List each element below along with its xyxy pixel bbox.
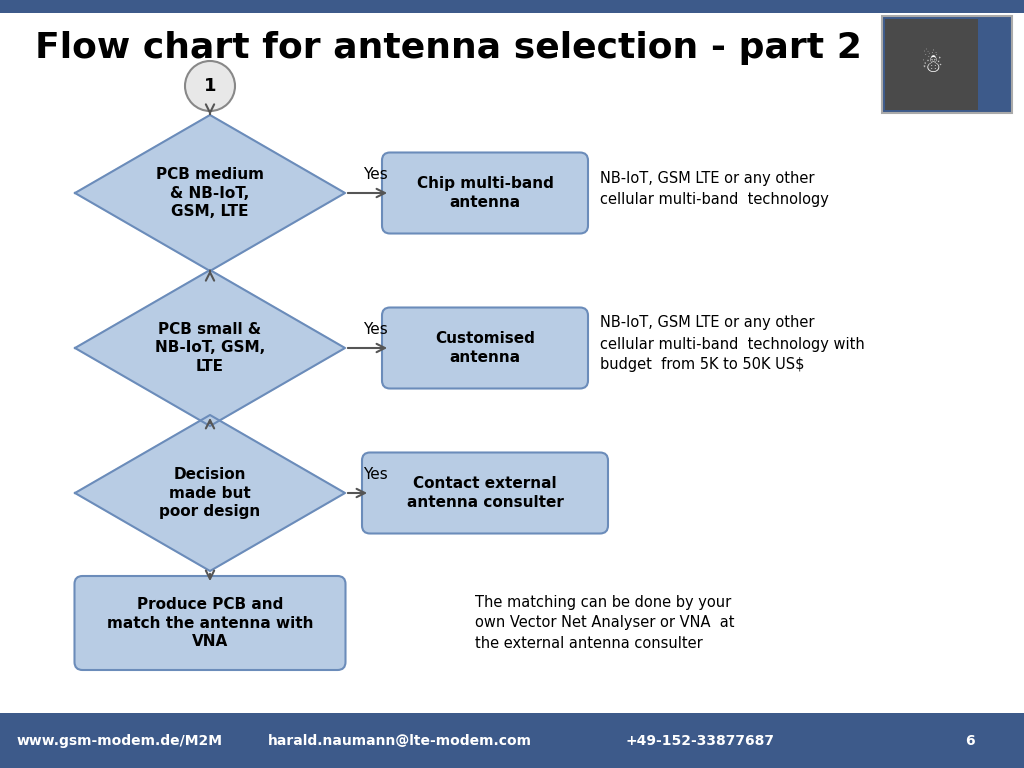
FancyBboxPatch shape [75,576,345,670]
Text: Produce PCB and
match the antenna with
VNA: Produce PCB and match the antenna with V… [106,597,313,649]
Text: +49-152-33877687: +49-152-33877687 [626,734,774,748]
Text: Contact external
antenna consulter: Contact external antenna consulter [407,476,563,510]
Text: PCB small &
NB-IoT, GSM,
LTE: PCB small & NB-IoT, GSM, LTE [155,322,265,374]
Text: 1: 1 [204,77,216,95]
Polygon shape [75,415,345,571]
Text: Decision
made but
poor design: Decision made but poor design [160,467,261,519]
FancyBboxPatch shape [362,452,608,534]
Text: Flow chart for antenna selection - part 2: Flow chart for antenna selection - part … [35,31,862,65]
Text: ☃: ☃ [921,53,943,77]
Text: www.gsm-modem.de/M2M: www.gsm-modem.de/M2M [17,734,223,748]
Bar [980,19,1009,110]
Text: Yes: Yes [362,322,388,337]
Text: 6: 6 [966,734,975,748]
Polygon shape [75,115,345,271]
Bar [885,19,978,110]
Bar [0,0,1024,13]
Polygon shape [75,270,345,426]
Bar [0,713,1024,768]
Text: Yes: Yes [362,167,388,182]
Text: NB-IoT, GSM LTE or any other
cellular multi-band  technology: NB-IoT, GSM LTE or any other cellular mu… [600,171,828,207]
Text: harald.naumann@lte-modem.com: harald.naumann@lte-modem.com [268,734,532,748]
Text: PCB medium
& NB-IoT,
GSM, LTE: PCB medium & NB-IoT, GSM, LTE [156,167,264,219]
Text: The matching can be done by your
own Vector Net Analyser or VNA  at
the external: The matching can be done by your own Vec… [475,594,734,651]
FancyBboxPatch shape [382,153,588,233]
Bar [882,16,1012,113]
Text: Customised
antenna: Customised antenna [435,331,535,365]
Circle shape [185,61,234,111]
Text: NB-IoT, GSM LTE or any other
cellular multi-band  technology with
budget  from 5: NB-IoT, GSM LTE or any other cellular mu… [600,316,864,372]
Text: Chip multi-band
antenna: Chip multi-band antenna [417,176,553,210]
FancyBboxPatch shape [382,307,588,389]
Text: Yes: Yes [362,467,388,482]
